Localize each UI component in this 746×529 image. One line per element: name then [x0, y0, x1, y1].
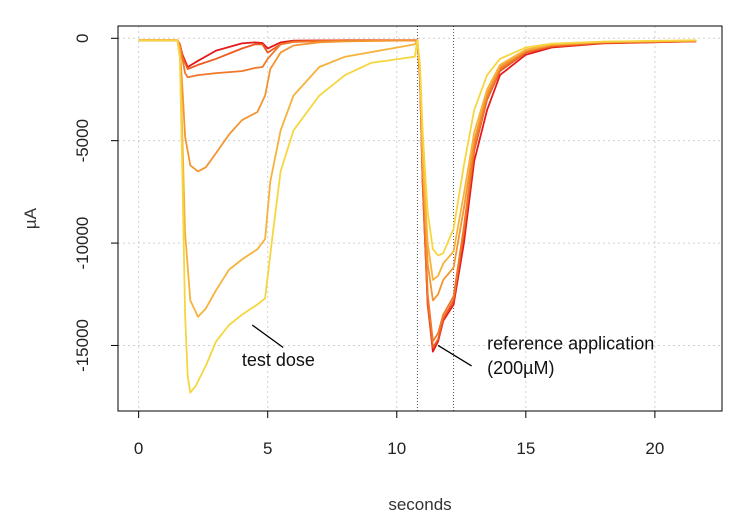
- annotation-text: (200µM): [487, 358, 554, 378]
- annotation-pointer: [437, 344, 472, 367]
- x-tick-label: 10: [387, 439, 406, 458]
- series-line-4: [138, 39, 697, 302]
- grid-lines: [118, 26, 722, 411]
- x-tick-label: 15: [516, 439, 535, 458]
- y-tick-label: -15000: [73, 319, 92, 372]
- x-tick-label: 20: [645, 439, 664, 458]
- x-tick-label: 5: [263, 439, 272, 458]
- y-axis: 0 -5000 -10000 -15000: [73, 34, 118, 372]
- annotation-text: test dose: [242, 350, 315, 370]
- x-axis: 0 5 10 15 20: [134, 411, 664, 458]
- x-tick-label: 0: [134, 439, 143, 458]
- series-line-6: [138, 39, 697, 394]
- y-axis-title: µA: [21, 207, 40, 229]
- y-tick-label: 0: [73, 34, 92, 43]
- series-group: [138, 39, 697, 394]
- annotations: test dose reference application (200µM): [242, 324, 654, 378]
- y-tick-label: -5000: [73, 119, 92, 162]
- plot-frame: [117, 25, 723, 412]
- y-tick-label: -10000: [73, 217, 92, 270]
- x-axis-title: seconds: [388, 495, 451, 514]
- series-line-5: [138, 39, 697, 318]
- annotation-pointer: [251, 324, 284, 349]
- reference-vertical-lines: [416, 26, 455, 411]
- annotation-text: reference application: [487, 334, 654, 354]
